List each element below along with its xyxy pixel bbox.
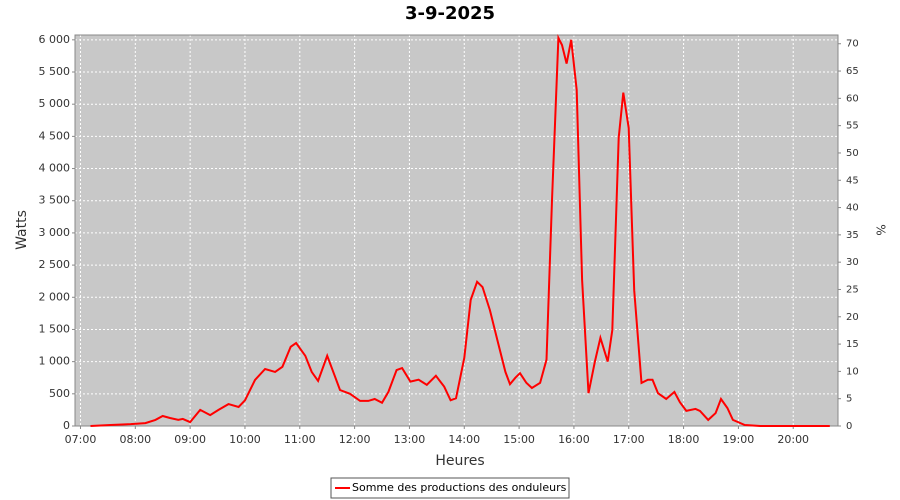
x-tick-label: 08:00 [119, 433, 151, 446]
y-tick-label: 4 500 [39, 129, 71, 142]
x-tick-label: 07:00 [65, 433, 97, 446]
y2-tick-label: 5 [846, 394, 852, 405]
y2-tick-label: 70 [846, 39, 859, 50]
y2-tick-label: 65 [846, 66, 859, 77]
x-tick-label: 20:00 [777, 433, 809, 446]
y2-tick-label: 25 [846, 284, 859, 295]
y-axis-title: Watts [14, 210, 30, 250]
plot-border [74, 34, 839, 427]
plot-area [75, 35, 838, 426]
line-series [90, 34, 830, 427]
y-tick-label: 2 500 [39, 258, 71, 271]
y2-tick-label: 45 [846, 175, 859, 186]
x-tick-label: 10:00 [229, 433, 261, 446]
y-tick-label: 0 [63, 419, 70, 432]
y2-tick-label: 50 [846, 148, 859, 159]
y2-tick-label: 0 [846, 421, 852, 432]
x-tick-label: 14:00 [448, 433, 480, 446]
y-tick-label: 3 000 [39, 226, 71, 239]
y-tick-label: 6 000 [39, 33, 71, 46]
x-tick-label: 11:00 [284, 433, 316, 446]
y-tick-label: 5 000 [39, 97, 71, 110]
y2-tick-label: 35 [846, 230, 859, 241]
legend-label: Somme des productions des onduleurs [352, 481, 567, 494]
y2-axis-title: % [874, 224, 888, 235]
y-tick-label: 3 500 [39, 194, 71, 207]
y-tick-label: 1 000 [39, 355, 71, 368]
y-tick-label: 5 500 [39, 65, 71, 78]
y2-tick-label: 30 [846, 257, 859, 268]
x-tick-label: 19:00 [723, 433, 755, 446]
y2-tick-label: 15 [846, 339, 859, 350]
y-tick-label: 500 [49, 387, 70, 400]
x-tick-label: 17:00 [613, 433, 645, 446]
x-tick-label: 16:00 [558, 433, 590, 446]
y-tick-label: 4 000 [39, 162, 71, 175]
x-tick-label: 12:00 [339, 433, 371, 446]
x-tick-label: 15:00 [503, 433, 535, 446]
y-tick-label: 2 000 [39, 290, 71, 303]
x-tick-label: 18:00 [668, 433, 700, 446]
x-axis-title: Heures [435, 453, 484, 469]
y2-tick-label: 40 [846, 203, 859, 214]
x-tick-label: 09:00 [174, 433, 206, 446]
chart-title: 3-9-2025 [405, 3, 495, 24]
y2-tick-label: 55 [846, 121, 859, 132]
y2-tick-label: 60 [846, 93, 859, 104]
y-tick-label: 1 500 [39, 322, 71, 335]
x-tick-label: 13:00 [394, 433, 426, 446]
legend-box [330, 477, 570, 499]
y2-tick-label: 20 [846, 312, 859, 323]
legend: Somme des productions des onduleurs [330, 477, 570, 499]
y2-tick-label: 10 [846, 366, 859, 377]
